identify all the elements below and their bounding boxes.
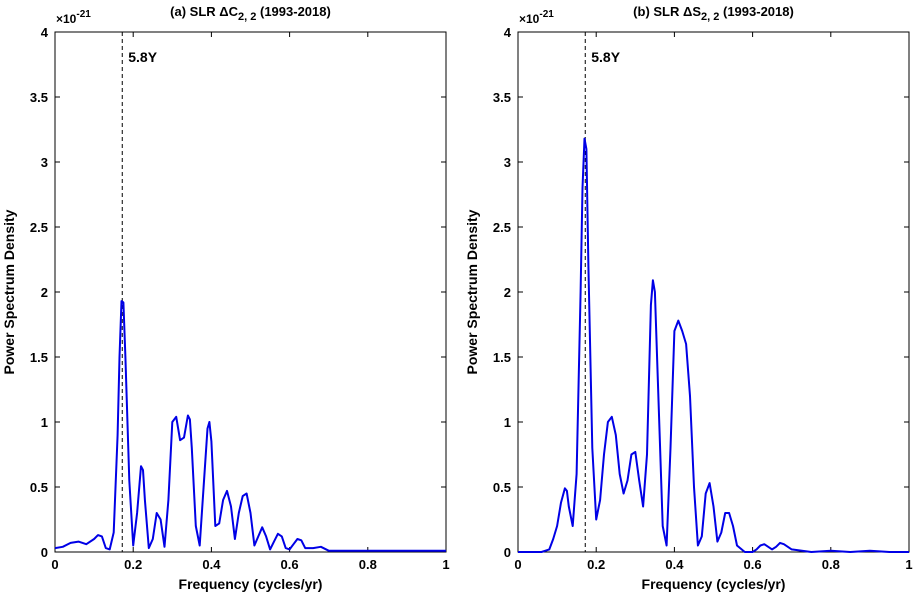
x-tick-label: 1 (442, 557, 449, 572)
y-tick-label: 3 (504, 155, 511, 170)
y-tick-label: 1.5 (30, 350, 48, 365)
x-tick-label: 0.8 (359, 557, 377, 572)
title-suffix: (1993-2018) (256, 4, 330, 19)
panel-a: 0 0.2 0.4 0.6 0.8 1 0 0.5 1 1.5 2 2.5 3 3.5 4 ×10-21 (a)… (1, 4, 450, 592)
period-annotation: 5.8Y (128, 49, 157, 65)
plot-title: (b) SLR ΔS2, 2 (1993-2018) (633, 4, 794, 23)
title-subscript: 2, 2 (238, 11, 256, 23)
y-tick-label: 0 (504, 545, 511, 560)
y-tick-label: 0 (41, 545, 48, 560)
y-tick-label: 2.5 (493, 220, 511, 235)
y-exponent-label: ×10-21 (519, 9, 554, 26)
y-tick-label: 3 (41, 155, 48, 170)
panel-b: 0 0.2 0.4 0.6 0.8 1 0 0.5 1 1.5 2 2.5 3 3.5 4 ×10-21 (b)… (464, 4, 913, 592)
y-exponent-label: ×10-21 (56, 9, 91, 26)
period-annotation: 5.8Y (591, 49, 620, 65)
y-tick-label: 4 (41, 25, 49, 40)
y-tick-label: 4 (504, 25, 512, 40)
y-axis-label: Power Spectrum Density (1, 209, 17, 374)
y-tick-label: 2 (41, 285, 48, 300)
x-tick-label: 0.6 (281, 557, 299, 572)
x-tick-label: 0 (51, 557, 58, 572)
y-tick-label: 2.5 (30, 220, 48, 235)
title-prefix: (b) SLR (633, 4, 683, 19)
psd-series-line (518, 137, 909, 553)
x-tick-label: 0.6 (744, 557, 762, 572)
y-tick-label: 3.5 (30, 90, 48, 105)
title-subscript: 2, 2 (701, 11, 719, 23)
title-symbol: ΔS (683, 4, 701, 19)
y-exponent-base: ×10 (519, 12, 540, 26)
x-tick-label: 0.2 (124, 557, 142, 572)
x-axis-label: Frequency (cycles/yr) (642, 576, 786, 592)
y-tick-label: 1.5 (493, 350, 511, 365)
x-tick-label: 0.8 (822, 557, 840, 572)
y-exponent-power: -21 (539, 9, 554, 20)
x-tick-label: 0.2 (587, 557, 605, 572)
title-prefix: (a) SLR (170, 4, 219, 19)
y-tick-label: 2 (504, 285, 511, 300)
x-tick-label: 0.4 (202, 557, 221, 572)
axes-box (54, 31, 447, 553)
x-axis-label: Frequency (cycles/yr) (179, 576, 323, 592)
plot-title: (a) SLR ΔC2, 2 (1993-2018) (170, 4, 331, 23)
y-tick-label: 1 (504, 415, 511, 430)
y-tick-label: 3.5 (493, 90, 511, 105)
y-exponent-power: -21 (76, 9, 91, 20)
title-symbol: ΔC (219, 4, 238, 19)
x-tick-label: 1 (905, 557, 912, 572)
y-exponent-base: ×10 (56, 12, 77, 26)
y-axis-label: Power Spectrum Density (464, 209, 480, 374)
y-tick-label: 1 (41, 415, 48, 430)
y-tick-label: 0.5 (493, 480, 511, 495)
x-tick-label: 0 (514, 557, 521, 572)
y-tick-label: 0.5 (30, 480, 48, 495)
title-suffix: (1993-2018) (719, 4, 793, 19)
psd-series-line (54, 300, 446, 552)
x-tick-label: 0.4 (665, 557, 684, 572)
